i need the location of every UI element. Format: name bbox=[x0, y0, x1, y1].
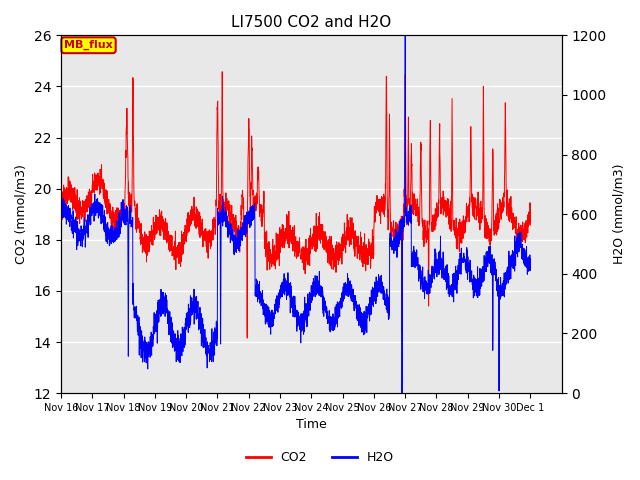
X-axis label: Time: Time bbox=[296, 419, 326, 432]
Text: MB_flux: MB_flux bbox=[64, 40, 113, 50]
Legend: CO2, H2O: CO2, H2O bbox=[241, 446, 399, 469]
Title: LI7500 CO2 and H2O: LI7500 CO2 and H2O bbox=[231, 15, 392, 30]
Y-axis label: CO2 (mmol/m3): CO2 (mmol/m3) bbox=[15, 164, 28, 264]
Y-axis label: H2O (mmol/m3): H2O (mmol/m3) bbox=[612, 164, 625, 264]
